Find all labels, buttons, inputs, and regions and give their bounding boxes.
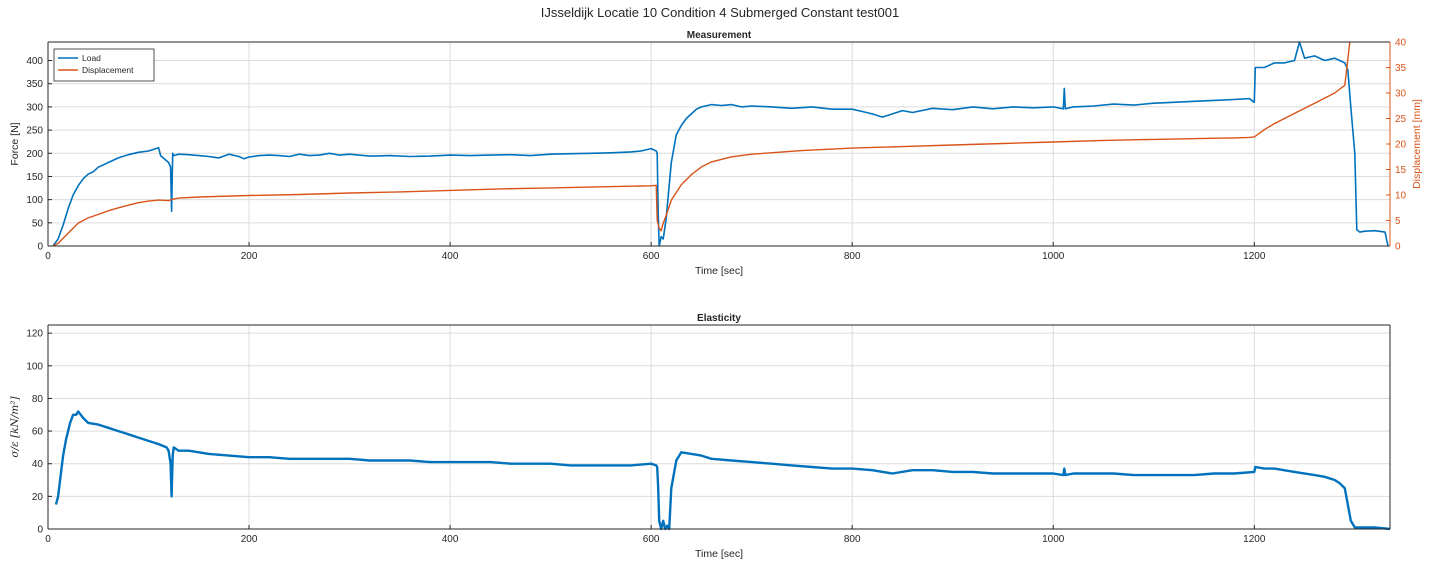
- measurement-y2-tick-label: 25: [1395, 114, 1407, 125]
- measurement-legend: Load Displacement: [53, 48, 155, 82]
- elasticity-y-tick-label: 20: [32, 492, 44, 503]
- measurement-x-tick-label: 0: [45, 251, 51, 262]
- legend-entry-load: Load: [82, 53, 101, 63]
- measurement-plot: 0 200 400 600 800 1000 12000501001502002503003…: [9, 30, 1423, 277]
- elasticity-y-tick-label: 0: [37, 525, 43, 536]
- measurement-y-tick-label: 300: [26, 102, 43, 113]
- elasticity-subplot-title: Elasticity: [697, 313, 741, 324]
- measurement-subplot-title: Measurement: [687, 30, 752, 41]
- measurement-y-tick-label: 0: [37, 242, 43, 253]
- elasticity-y-axis-label: σ/ε [kN/m²]: [9, 396, 21, 458]
- elasticity-series-line-0: [54, 410, 1391, 531]
- measurement-y2-tick-label: 15: [1395, 165, 1407, 176]
- measurement-y2-tick-label: 20: [1395, 140, 1407, 151]
- measurement-y-tick-label: 250: [26, 126, 43, 137]
- measurement-y2-tick-label: 30: [1395, 89, 1407, 100]
- measurement-x-tick-label: 1000: [1042, 251, 1065, 262]
- legend-box: [53, 48, 155, 82]
- measurement-y-tick-label: 400: [26, 56, 43, 67]
- measurement-plot-area: [48, 42, 1390, 246]
- measurement-x-tick-label: 200: [241, 251, 258, 262]
- elasticity-x-tick-label: 1000: [1042, 534, 1065, 545]
- elasticity-y-tick-label: 60: [32, 427, 44, 438]
- elasticity-x-tick-label: 200: [241, 534, 258, 545]
- measurement-series-line-load: [52, 41, 1389, 247]
- measurement-y-tick-label: 200: [26, 149, 43, 160]
- elasticity-x-tick-label: 600: [643, 534, 660, 545]
- elasticity-x-axis-label: Time [sec]: [695, 548, 743, 560]
- elasticity-plot: 0 200 400 600 800 1000 1200 0 20 40 60 80 100 120 Elas…: [9, 313, 1391, 560]
- elasticity-y-tick-label: 80: [32, 394, 44, 405]
- measurement-x-tick-label: 400: [442, 251, 459, 262]
- figure-title: IJsseldijk Locatie 10 Condition 4 Submer…: [541, 5, 899, 20]
- measurement-x-axis-label: Time [sec]: [695, 265, 743, 277]
- measurement-series-line-displacement: [52, 41, 1351, 247]
- measurement-y2-tick-label: 35: [1395, 63, 1407, 74]
- elasticity-x-tick-label: 400: [442, 534, 459, 545]
- elasticity-plot-area: [48, 325, 1390, 529]
- measurement-y2-tick-label: 10: [1395, 191, 1407, 202]
- elasticity-y-tick-label: 40: [32, 459, 44, 470]
- measurement-y2-axis-label: Displacement [mm]: [1411, 99, 1423, 189]
- elasticity-y-tick-label: 100: [26, 361, 43, 372]
- elasticity-x-tick-label: 1200: [1243, 534, 1266, 545]
- elasticity-x-tick-label: 0: [45, 534, 51, 545]
- measurement-y2-tick-label: 0: [1395, 242, 1401, 253]
- measurement-y-tick-label: 350: [26, 79, 43, 90]
- measurement-y2-tick-label: 5: [1395, 216, 1401, 227]
- measurement-y2-tick-label: 40: [1395, 38, 1407, 49]
- measurement-y-tick-label: 100: [26, 195, 43, 206]
- measurement-x-tick-label: 1200: [1243, 251, 1266, 262]
- measurement-y-tick-label: 150: [26, 172, 43, 183]
- elasticity-y-tick-label: 120: [26, 329, 43, 340]
- measurement-y-tick-label: 50: [32, 218, 44, 229]
- measurement-x-tick-label: 800: [844, 251, 861, 262]
- measurement-y-axis-label: Force [N]: [9, 122, 21, 165]
- measurement-x-tick-label: 600: [643, 251, 660, 262]
- legend-entry-displacement: Displacement: [82, 65, 134, 75]
- elasticity-x-tick-label: 800: [844, 534, 861, 545]
